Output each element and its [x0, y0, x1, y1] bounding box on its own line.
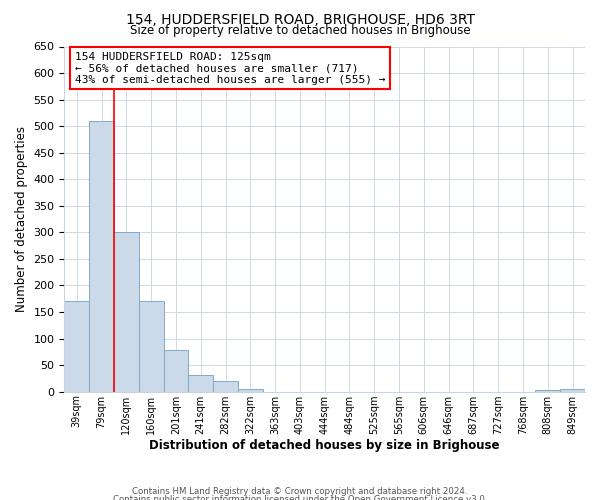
Bar: [89, 121, 114, 392]
Text: Size of property relative to detached houses in Brighouse: Size of property relative to detached ho…: [130, 24, 470, 37]
Bar: [238, 389, 263, 392]
X-axis label: Distribution of detached houses by size in Brighouse: Distribution of detached houses by size …: [149, 440, 500, 452]
Bar: [139, 302, 164, 392]
Bar: [164, 350, 188, 392]
Bar: [188, 374, 213, 392]
Text: Contains HM Land Registry data © Crown copyright and database right 2024.: Contains HM Land Registry data © Crown c…: [132, 488, 468, 496]
Text: Contains public sector information licensed under the Open Government Licence v3: Contains public sector information licen…: [113, 495, 487, 500]
Bar: [535, 390, 560, 392]
Text: 154, HUDDERSFIELD ROAD, BRIGHOUSE, HD6 3RT: 154, HUDDERSFIELD ROAD, BRIGHOUSE, HD6 3…: [125, 12, 475, 26]
Bar: [213, 381, 238, 392]
Bar: [64, 302, 89, 392]
Text: 154 HUDDERSFIELD ROAD: 125sqm
← 56% of detached houses are smaller (717)
43% of : 154 HUDDERSFIELD ROAD: 125sqm ← 56% of d…: [75, 52, 385, 85]
Y-axis label: Number of detached properties: Number of detached properties: [15, 126, 28, 312]
Bar: [114, 232, 139, 392]
Bar: [560, 389, 585, 392]
